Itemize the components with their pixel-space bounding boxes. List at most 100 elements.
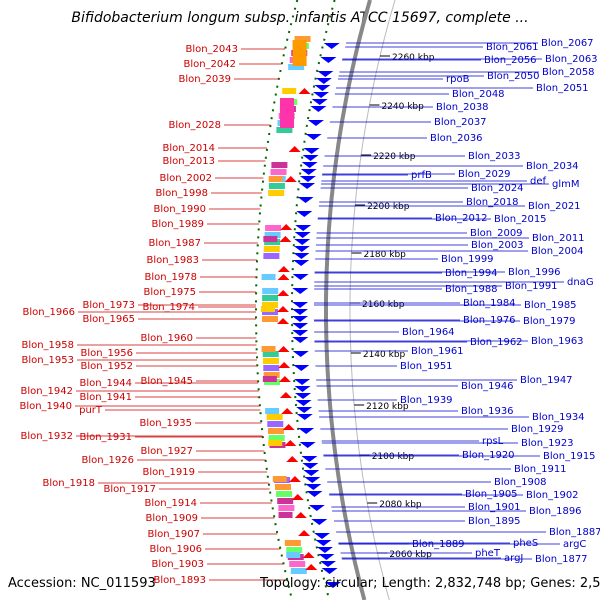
dotted-ring-inner <box>291 0 336 600</box>
forward-gene-box <box>271 162 288 168</box>
forward-gene-box <box>267 428 284 434</box>
scale-label: 2080 kbp <box>379 500 422 510</box>
reverse-gene-arrow <box>279 392 292 398</box>
backbone-layer <box>255 0 396 600</box>
forward-gene-box <box>268 435 285 441</box>
left-gene-label: Blon_1919 <box>142 467 195 478</box>
right-gene-label: Blon_1947 <box>520 375 573 386</box>
right-gene-label: Blon_2015 <box>494 214 547 225</box>
forward-gene-arrow <box>292 288 309 294</box>
forward-gene-arrow <box>294 232 311 238</box>
left-gene-label: Blon_1906 <box>149 544 202 555</box>
forward-gene-box <box>270 169 287 175</box>
reverse-gene-box <box>261 306 276 312</box>
right-gene-label: Blon_1915 <box>543 451 596 462</box>
left-gene-label: Blon_1960 <box>140 333 193 344</box>
forward-gene-arrow <box>298 428 315 434</box>
right-gene-label: Blon_1896 <box>529 506 582 517</box>
right-gene-label: Blon_1911 <box>514 464 567 475</box>
forward-gene-arrow <box>321 568 338 574</box>
forward-gene-arrow <box>296 407 313 413</box>
right-gene-label: Blon_1991 <box>505 281 558 292</box>
left-gene-label: Blon_1941 <box>79 392 132 403</box>
left-gene-label: Blon_1942 <box>20 386 73 397</box>
forward-gene-arrow <box>299 442 316 448</box>
right-gene-label: pheS <box>513 538 538 549</box>
label-layer: Blon_2043 Blon_2042 Blon_2039 Blon_2028 Blon… <box>19 38 600 586</box>
reverse-gene-arrow <box>298 530 311 536</box>
forward-gene-arrow <box>296 414 313 420</box>
left-gene-label: Blon_1907 <box>147 529 200 540</box>
forward-gene-arrow <box>315 540 332 546</box>
left-gene-label: purT <box>79 405 103 416</box>
left-gene-label: Blon_1917 <box>103 484 156 495</box>
right-gene-label: Blon_2034 <box>526 161 579 172</box>
forward-gene-arrow <box>292 323 309 329</box>
scale-label: 2120 kbp <box>366 402 409 412</box>
forward-gene-arrow <box>300 169 317 175</box>
scale-label: 2060 kbp <box>389 550 432 560</box>
left-gene-label: Blon_2002 <box>159 173 212 184</box>
left-gene-label: Blon_1953 <box>21 355 74 366</box>
right-gene-label: Blon_1905 <box>465 489 518 500</box>
forward-gene-arrow <box>304 477 321 483</box>
reverse-gene-arrow <box>277 318 290 324</box>
right-gene-label: Blon_2037 <box>434 117 487 128</box>
scale-label: 2200 kbp <box>367 202 410 212</box>
scale-label: 2180 kbp <box>363 250 406 260</box>
forward-gene-box <box>280 98 295 128</box>
scale-label: 2220 kbp <box>373 152 416 162</box>
left-gene-label: Blon_1978 <box>144 272 197 283</box>
right-gene-label: Blon_1964 <box>402 327 455 338</box>
right-gene-label: Blon_2029 <box>458 169 511 180</box>
reverse-gene-box <box>263 236 278 242</box>
reverse-gene-arrow <box>305 564 318 570</box>
forward-gene-box <box>262 302 279 308</box>
forward-gene-box <box>294 36 311 42</box>
reverse-gene-arrow <box>277 290 290 296</box>
reverse-gene-box <box>268 176 283 182</box>
right-gene-label: Blon_1961 <box>411 346 464 357</box>
right-gene-label: Blon_1902 <box>526 490 579 501</box>
right-gene-label: Blon_1923 <box>521 438 574 449</box>
right-gene-label: Blon_2012 <box>435 213 488 224</box>
forward-gene-arrow <box>311 99 328 105</box>
right-gene-label: Blon_2009 <box>470 228 523 239</box>
forward-gene-box <box>275 484 292 490</box>
left-gene-label: Blon_1966 <box>22 307 75 318</box>
forward-gene-box <box>286 547 303 553</box>
left-gene-label: Blon_2042 <box>183 59 236 70</box>
right-gene-label: prfB <box>411 170 432 181</box>
forward-gene-arrow <box>292 309 309 315</box>
right-gene-label: Blon_1988 <box>445 284 498 295</box>
reverse-gene-box <box>265 408 280 414</box>
map-title: Bifidobacterium longum subsp. infantis A… <box>71 10 529 26</box>
forward-gene-arrow <box>302 463 319 469</box>
dotted-ring-outer <box>255 0 299 600</box>
forward-gene-arrow <box>299 183 316 189</box>
forward-gene-arrow <box>316 547 333 553</box>
reverse-gene-arrow <box>284 176 297 182</box>
right-gene-label: Blon_1929 <box>511 424 564 435</box>
left-gene-label: Blon_1974 <box>142 302 195 313</box>
right-gene-label: Blon_2033 <box>468 151 521 162</box>
reverse-gene-box <box>262 376 277 382</box>
forward-gene-arrow <box>317 71 334 77</box>
forward-gene-arrow <box>305 134 322 140</box>
forward-gene-box <box>266 414 283 420</box>
right-gene-label: Blon_1946 <box>461 381 514 392</box>
left-gene-label: Blon_1914 <box>144 498 197 509</box>
left-gene-label: Blon_1932 <box>20 431 73 442</box>
right-gene-label: Blon_1901 <box>468 502 521 513</box>
forward-gene-arrow <box>292 330 309 336</box>
right-gene-label: Blon_2056 <box>484 55 537 66</box>
forward-gene-box <box>288 64 305 70</box>
forward-gene-arrow <box>292 316 309 322</box>
right-gene-label: Blon_1939 <box>400 395 453 406</box>
scale-arc <box>349 0 396 600</box>
reverse-gene-arrow <box>279 236 292 242</box>
forward-gene-arrow <box>305 484 322 490</box>
right-gene-label: Blon_1895 <box>468 516 521 527</box>
